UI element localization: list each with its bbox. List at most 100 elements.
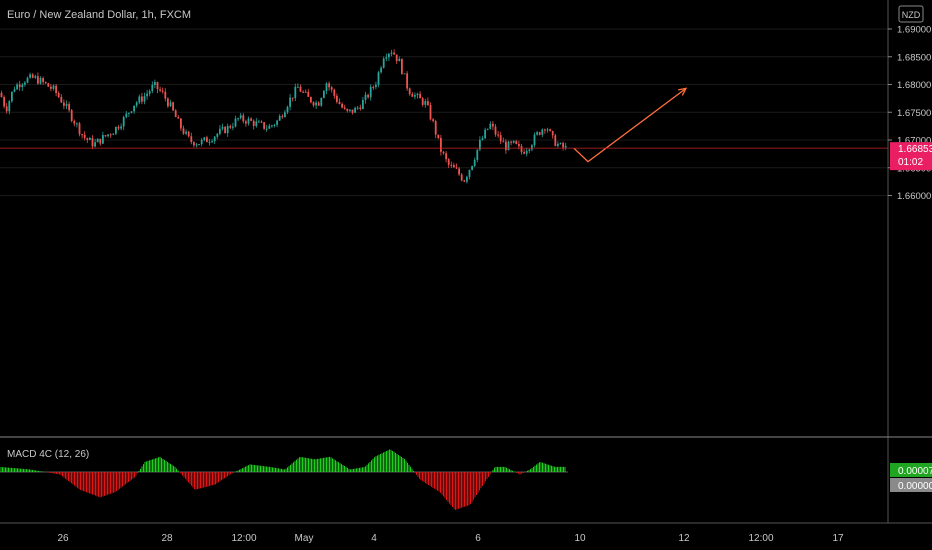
- price-tick-label: 1.66000: [897, 191, 931, 202]
- candle-body: [525, 150, 528, 154]
- time-axis-label: 17: [832, 533, 844, 544]
- candle-body: [260, 121, 263, 123]
- candle-body: [47, 83, 50, 87]
- candle-body: [481, 138, 484, 141]
- candle-body: [401, 58, 403, 74]
- macd-label: MACD 4C (12, 26): [7, 449, 89, 460]
- candle-body: [63, 102, 65, 106]
- candle-body: [232, 126, 234, 128]
- candle-body: [242, 115, 245, 122]
- candle-body: [304, 91, 307, 93]
- candle-body: [557, 143, 559, 146]
- candle-body: [26, 77, 29, 83]
- candle-body: [94, 142, 96, 147]
- candle-body: [258, 121, 260, 123]
- candle-body: [484, 129, 486, 139]
- candle-body: [31, 74, 34, 78]
- candle-body: [164, 91, 167, 99]
- candle-body: [112, 133, 115, 135]
- candle-body: [297, 86, 299, 88]
- time-axis-label: 6: [475, 533, 481, 544]
- candle-body: [458, 168, 460, 175]
- candle-body: [239, 115, 242, 119]
- candle-body: [42, 78, 44, 82]
- candle-body: [528, 149, 531, 151]
- candle-body: [271, 125, 273, 127]
- candle-body: [3, 97, 5, 107]
- candle-body: [414, 95, 416, 97]
- candle-body: [182, 128, 185, 134]
- time-axis: 26 28 12:00 May 4 6 10 12 12:00 17: [57, 533, 844, 544]
- candle-body: [559, 143, 562, 145]
- candle-body: [245, 121, 247, 124]
- candle-body: [203, 137, 206, 140]
- currency-badge[interactable]: NZD: [898, 5, 924, 23]
- candle-body: [317, 102, 320, 106]
- candle-body: [562, 143, 564, 148]
- candle-body: [549, 129, 551, 131]
- candle-body: [507, 141, 510, 151]
- candle-body: [195, 144, 198, 146]
- candle-body: [533, 134, 536, 146]
- candle-body: [237, 118, 239, 120]
- candle-body: [128, 112, 130, 114]
- candle-body: [393, 52, 395, 55]
- candle-body: [356, 107, 359, 109]
- candle-body: [255, 121, 258, 126]
- candle-body: [24, 82, 26, 85]
- candle-body: [281, 116, 284, 118]
- candle-body: [538, 132, 541, 135]
- candle-body: [380, 67, 382, 73]
- candle-body: [130, 111, 133, 113]
- candle-body: [11, 91, 13, 102]
- candle-body: [55, 85, 57, 94]
- candle-body: [206, 137, 208, 143]
- price-tick-label: 1.68000: [897, 80, 931, 91]
- candle-body: [541, 129, 544, 135]
- projection-path: [573, 87, 687, 163]
- candle-body: [520, 146, 523, 152]
- candle-body: [81, 134, 83, 136]
- price-tick-label: 1.67000: [897, 136, 931, 147]
- candle-body: [193, 142, 195, 146]
- candle-body: [346, 108, 349, 111]
- candle-body: [133, 105, 135, 112]
- candle-body: [408, 88, 411, 94]
- candle-body: [185, 131, 187, 134]
- candle-body: [359, 107, 362, 109]
- candle-body: [146, 93, 148, 97]
- candle-body: [479, 140, 481, 150]
- candle-body: [135, 102, 138, 106]
- candle-body: [546, 129, 549, 131]
- candle-body: [307, 91, 310, 97]
- candle-body: [104, 135, 107, 137]
- candle-body: [289, 97, 291, 107]
- candle-body: [278, 116, 281, 121]
- candle-body: [96, 138, 99, 143]
- candle-body: [151, 84, 154, 92]
- candle-body: [148, 91, 151, 94]
- time-axis-label: 10: [574, 533, 586, 544]
- candle-body: [138, 96, 141, 103]
- candle-body: [169, 102, 172, 107]
- candle-body: [180, 118, 182, 129]
- candle-body: [286, 106, 289, 113]
- candle-body: [83, 134, 86, 139]
- chart-title: Euro / New Zealand Dollar, 1h, FXCM: [7, 9, 191, 21]
- candle-body: [5, 106, 8, 112]
- candle-body: [471, 165, 473, 170]
- projection-arrow[interactable]: [573, 87, 688, 163]
- candle-body: [120, 126, 122, 129]
- candle-body: [403, 73, 406, 75]
- candle-body: [440, 138, 442, 152]
- candle-body: [476, 149, 479, 160]
- candle-body: [216, 133, 219, 137]
- candle-body: [416, 93, 419, 96]
- candle-body: [388, 53, 390, 58]
- time-axis-label: 26: [57, 533, 69, 544]
- candle-body: [156, 82, 159, 90]
- candle-body: [362, 100, 364, 109]
- candle-body: [143, 96, 146, 102]
- candle-body: [229, 125, 232, 128]
